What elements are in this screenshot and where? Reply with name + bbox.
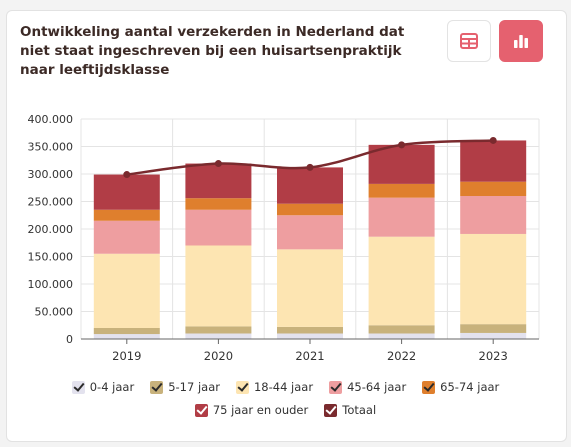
legend-item[interactable]: 45-64 jaar [329, 380, 406, 394]
legend-label: 65-74 jaar [440, 380, 500, 394]
checkbox-icon[interactable] [329, 380, 343, 394]
legend-label: 0-4 jaar [89, 380, 135, 394]
checkbox-icon[interactable] [194, 403, 208, 417]
legend-label: 75 jaar en ouder [212, 403, 309, 417]
chart-view-button[interactable] [499, 20, 543, 62]
legend-label: 45-64 jaar [347, 380, 407, 394]
chart-title: Ontwikkeling aantal verzekerden in Neder… [20, 24, 405, 78]
checkbox-icon[interactable] [71, 380, 85, 394]
legend-label: Totaal [342, 403, 377, 417]
legend-item[interactable]: 18-44 jaar [235, 380, 314, 394]
legend-item[interactable]: 5-17 jaar [150, 380, 220, 394]
checkbox-icon[interactable] [150, 380, 164, 394]
legend-row-1: 0-4 jaar 5-17 jaar 18-44 jaar 45-64 jaar 65-… [0, 380, 571, 394]
legend-label: 18-44 jaar [253, 380, 314, 394]
legend-label: 5-17 jaar [168, 380, 220, 394]
table-icon [460, 33, 478, 49]
checkbox-icon[interactable] [422, 380, 436, 394]
table-view-button[interactable] [447, 20, 491, 62]
legend-item[interactable]: 65-74 jaar [422, 380, 499, 394]
legend-item[interactable]: Totaal [324, 403, 376, 417]
legend-item[interactable]: 0-4 jaar [71, 380, 135, 394]
legend-item[interactable]: 75 jaar en ouder [194, 403, 309, 417]
bar-chart-icon [514, 35, 528, 48]
checkbox-icon[interactable] [324, 403, 338, 417]
legend-row-2: 75 jaar en ouder Totaal [0, 403, 571, 417]
checkbox-icon[interactable] [235, 380, 249, 394]
